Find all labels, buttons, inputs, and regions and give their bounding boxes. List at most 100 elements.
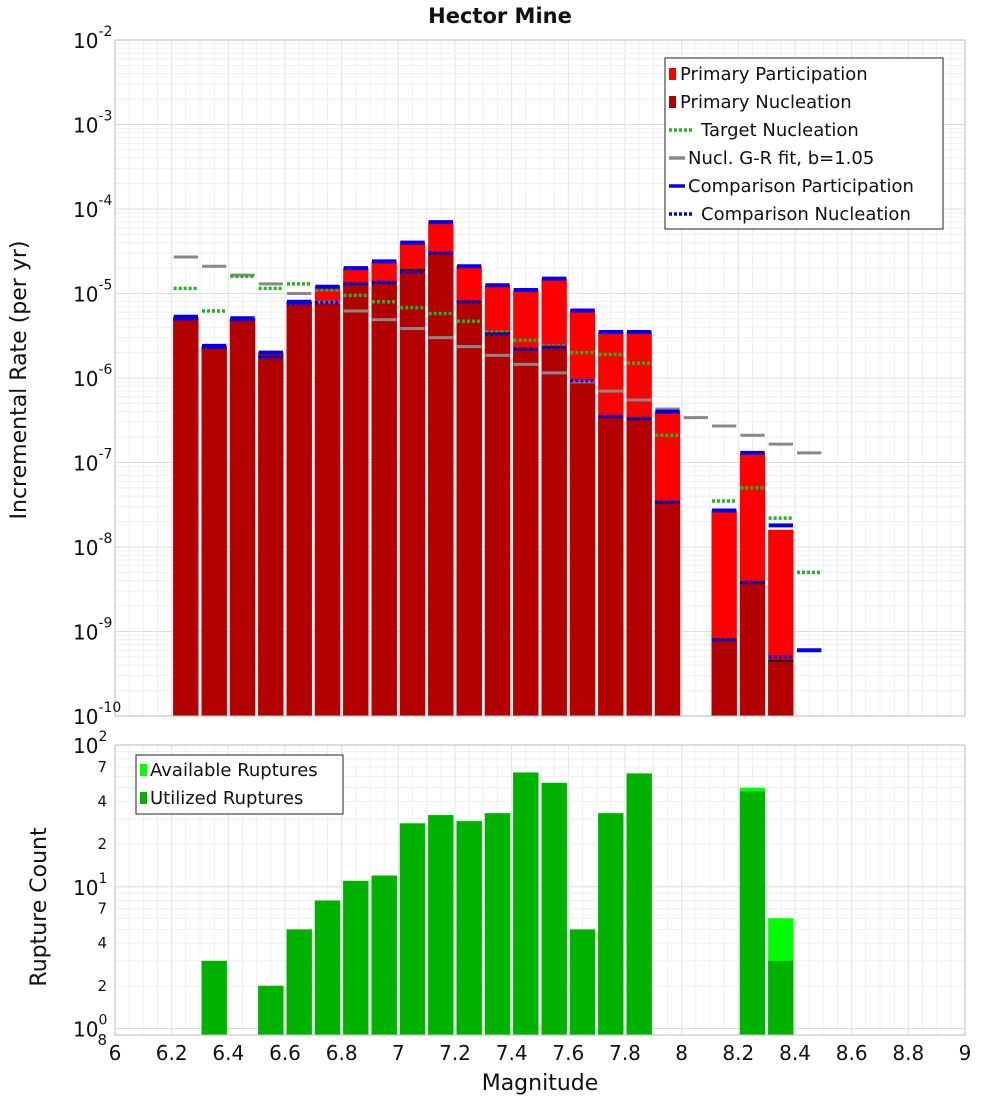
y-minor-tick-label: 7 [97,758,107,776]
y-minor-tick-label: 4 [97,792,107,810]
x-tick-label: 7.6 [552,1041,584,1065]
nucleation-bar [484,333,511,716]
x-tick-label: 6 [109,1041,122,1065]
rate-chart: 10-2 10-3 10-4 10-5 10-6 10-7 10-8 10-9 10-10 In… [7,24,966,729]
x-tick-label: 7.2 [439,1041,471,1065]
y-tick-label: 10-7 [73,447,112,476]
x-tick-label: 7.4 [496,1041,528,1065]
y-minor-tick-label: 2 [97,977,107,995]
legend-swatch [669,68,676,80]
utilized-bar [286,929,312,1035]
legend-box [664,57,944,230]
y-tick-label: 10-10 [73,700,121,729]
count-bars [201,772,794,1035]
nucleation-bar [513,349,539,716]
legend-swatch [669,96,676,108]
nucleation-bar [626,418,652,716]
rate-lines [173,220,822,659]
y-tick-label: 10-2 [73,24,112,53]
x-tick-label: 6.4 [212,1041,244,1065]
rate-bars [173,222,794,717]
count-legend: Available Ruptures Utilized Ruptures [135,754,344,815]
utilized-bar [343,880,369,1035]
y-tick-label: 10-9 [73,616,112,645]
y-minor-tick-label: 7 [97,900,107,918]
nucleation-bar [399,269,426,716]
count-chart: 102 101 100 7 4 2 7 4 2 8 6 6.2 6.4 6.6 6.8 7 7.2 7.4 7.6… [27,729,971,1096]
nucleation-bar [229,319,256,716]
y-tick-label: 10-6 [73,362,113,391]
legend-swatch [140,792,147,804]
legend-label: Primary Participation [680,64,868,85]
legend-label: Comparison Nucleation [701,204,911,225]
rate-legend: Primary Participation Primary Nucleation T… [664,57,944,230]
legend-label: Utilized Ruptures [150,788,303,809]
legend-label: Comparison Participation [688,176,914,197]
y-minor-tick-label: 4 [97,934,107,952]
legend-label: Nucl. G-R fit, b=1.05 [688,148,874,169]
x-tick-label: 8 [675,1041,688,1065]
x-tick-label: 9 [959,1041,972,1065]
y-tick-label: 102 [73,729,107,758]
y-tick-label: 10-8 [73,531,112,560]
nucleation-bar [768,660,794,716]
nucleation-bar [711,639,737,716]
nucleation-bar [428,253,454,716]
utilized-bar [258,985,284,1035]
nucleation-bar [343,283,369,716]
y-tick-label: 10-3 [73,109,112,138]
utilized-bar [456,821,482,1035]
legend-swatch [140,764,147,776]
count-y-axis-title: Rupture Count [27,827,52,987]
x-tick-label: 7 [392,1041,405,1065]
nucleation-bar [654,502,681,716]
utilized-bar [513,772,539,1035]
legend-label: Target Nucleation [700,120,859,141]
legend-label: Primary Nucleation [680,92,852,113]
utilized-bar [739,791,766,1035]
nucleation-bar [739,582,766,716]
utilized-bar [201,960,227,1035]
legend-label: Available Ruptures [150,760,318,781]
x-tick-label: 8.2 [722,1041,754,1065]
nucleation-bar [569,381,596,716]
x-tick-label: 8.4 [779,1041,811,1065]
x-tick-label: 6.6 [269,1041,301,1065]
utilized-bar [314,900,341,1035]
x-axis-title: Magnitude [482,1071,599,1096]
y-tick-label: 10-5 [73,278,112,307]
legend-box [135,754,344,815]
utilized-bar [428,815,454,1035]
x-tick-label: 8.8 [892,1041,924,1065]
utilized-bar [399,823,426,1035]
y-tick-label: 10-4 [73,193,113,222]
rate-plot-frame [114,39,966,717]
utilized-bar [598,813,624,1035]
x-tick-label: 7.8 [609,1041,641,1065]
x-tick-label: 8.6 [836,1041,868,1065]
utilized-bar [569,929,596,1035]
utilized-bar [626,773,652,1035]
nucleation-bar [541,347,567,716]
nucleation-bar [456,301,482,716]
nucleation-bar [173,318,199,716]
nucleation-bar [371,282,397,716]
y-tick-label: 100 [73,1013,107,1042]
count-plot-frame [114,744,966,1036]
count-y-tick-labels: 102 101 100 7 4 2 7 4 2 8 [73,729,107,1049]
nucleation-bar [201,347,227,716]
nucleation-bar [598,416,624,716]
x-tick-label: 6.2 [156,1041,188,1065]
nucleation-bar [258,356,284,716]
x-tick-labels: 6 6.2 6.4 6.6 6.8 7 7.2 7.4 7.6 7.8 8 8.2 8.4 8.6 8.8 9 [109,1041,972,1065]
nucleation-bar [314,301,341,716]
chart-title: Hector Mine [428,4,572,28]
x-tick-label: 6.8 [326,1041,358,1065]
nucleation-bar [286,302,312,716]
utilized-bar [484,813,511,1035]
y-tick-label: 101 [73,871,107,900]
rate-y-axis-title: Incremental Rate (per yr) [7,241,32,520]
utilized-bar [541,782,567,1035]
rate-y-tick-labels: 10-2 10-3 10-4 10-5 10-6 10-7 10-8 10-9 10-10 [73,24,121,729]
